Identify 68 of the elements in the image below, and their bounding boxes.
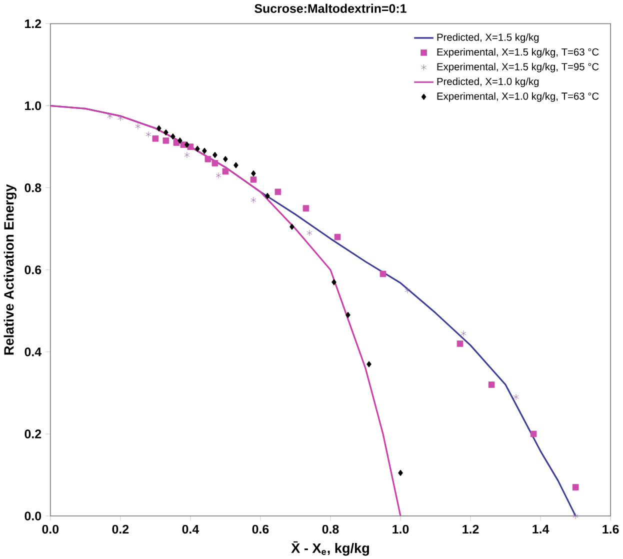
point	[250, 176, 257, 183]
legend-label: Experimental, X=1.5 kg/kg, T=95 °C	[437, 62, 599, 72]
point	[404, 286, 410, 294]
point	[234, 162, 238, 168]
point	[572, 512, 578, 519]
point	[178, 137, 182, 144]
point	[530, 430, 537, 437]
point	[274, 188, 282, 195]
y-tick-label: 0.6	[24, 265, 42, 274]
x-tick-label: 0.4	[182, 524, 200, 534]
point	[513, 394, 519, 400]
x-tick-label: 1.0	[392, 524, 409, 534]
x-tick-label: 0.8	[322, 524, 339, 534]
y-axis-title: Relative Activation Energy	[4, 184, 16, 354]
point	[146, 131, 152, 138]
point	[488, 381, 495, 388]
point	[162, 137, 170, 144]
chart-title: Sucrose:Maltodextrin=0:1	[254, 4, 406, 13]
y-tick-label: 1.0	[25, 101, 42, 110]
x-tick-label: 0.6	[252, 524, 269, 534]
point	[107, 112, 113, 119]
x-axis-title: X̄ - X$_{e}$, kg/kg	[291, 541, 369, 556]
point	[170, 133, 176, 140]
point	[366, 360, 372, 368]
x-tick-label: 1.4	[532, 524, 550, 534]
point	[334, 234, 341, 240]
legend-label: Experimental, X=1.0 kg/kg, T=63 °C	[437, 92, 599, 102]
point	[152, 135, 159, 142]
point	[460, 330, 466, 336]
point	[380, 270, 386, 277]
point	[332, 278, 336, 286]
point	[195, 145, 200, 152]
point	[265, 192, 270, 199]
point	[118, 114, 124, 121]
point	[456, 340, 464, 347]
point	[212, 160, 218, 166]
x-tick-label: 1.6	[602, 524, 619, 534]
x-tick-label: 1.2	[462, 524, 479, 534]
point	[302, 204, 310, 212]
legend-label: Predicted, X=1.0 kg/kg	[437, 77, 539, 87]
y-tick-label: 0.4	[24, 347, 42, 356]
point	[251, 170, 256, 176]
y-tick-label: 1.2	[25, 19, 42, 28]
point	[346, 312, 350, 318]
legend-label: Predicted, X=1.5 kg/kg	[437, 33, 539, 43]
point	[156, 124, 162, 132]
y-tick-label: 0.2	[24, 429, 42, 438]
y-tick-label: 0.8	[24, 183, 42, 192]
point	[223, 156, 228, 162]
point	[290, 223, 294, 230]
point	[398, 469, 403, 476]
line-series	[50, 104, 402, 516]
point	[184, 141, 190, 148]
point	[216, 172, 222, 178]
point	[184, 152, 190, 158]
point	[135, 122, 141, 130]
point	[222, 168, 229, 174]
point	[163, 129, 168, 136]
y-tick-label: 0.0	[24, 511, 42, 520]
point	[204, 156, 212, 162]
point	[572, 484, 579, 490]
x-tick-label: 0.2	[112, 524, 129, 534]
point	[306, 230, 312, 236]
legend-label: Experimental, X=1.5 kg/kg, T=63 °C	[437, 48, 599, 58]
x-tick-label: 0.0	[42, 524, 59, 534]
point	[202, 147, 207, 154]
point	[212, 152, 218, 158]
point	[250, 196, 256, 204]
